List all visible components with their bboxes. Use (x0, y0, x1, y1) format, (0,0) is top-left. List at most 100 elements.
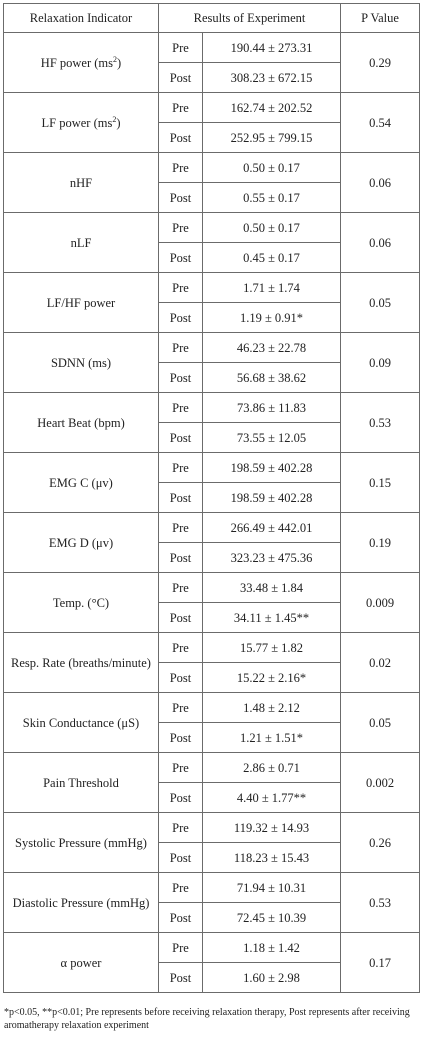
post-label: Post (158, 782, 203, 813)
pre-value: 15.77 ± 1.82 (201, 632, 342, 663)
p-value-cell: 0.15 (340, 452, 421, 513)
pre-label: Pre (158, 392, 203, 423)
p-value-cell: 0.17 (340, 932, 421, 993)
pre-value: 2.86 ± 0.71 (201, 752, 342, 783)
pre-label: Pre (158, 512, 203, 543)
p-value-cell: 0.06 (340, 212, 421, 273)
table-row-pre: EMG D (μv) Pre 266.49 ± 442.01 0.19 (3, 512, 421, 573)
pre-value: 1.71 ± 1.74 (201, 272, 342, 303)
p-value-cell: 0.19 (340, 512, 421, 573)
table-row-pre: nLF Pre 0.50 ± 0.17 0.06 (3, 212, 421, 273)
post-label: Post (158, 302, 203, 333)
indicator-cell: Diastolic Pressure (mmHg) (3, 872, 159, 933)
pre-label: Pre (158, 812, 203, 843)
table-row-post: Post 73.55 ± 12.05 (4, 422, 420, 453)
p-value-cell: 0.05 (340, 692, 421, 753)
pre-value: 162.74 ± 202.52 (201, 92, 342, 123)
table-row-pre: Heart Beat (bpm) Pre 73.86 ± 11.83 0.53 (3, 392, 421, 453)
table-header-row: Relaxation Indicator Results of Experime… (3, 3, 421, 33)
p-value-cell: 0.26 (340, 812, 421, 873)
indicator-cell: LF/HF power (3, 272, 159, 333)
table-footnote: *p<0.05, **p<0.01; Pre represents before… (4, 1007, 410, 1031)
pre-label: Pre (158, 452, 203, 483)
indicator-cell: Heart Beat (bpm) (3, 392, 159, 453)
indicator-cell: nLF (3, 212, 159, 273)
table-row-pre: Pain Threshold Pre 2.86 ± 0.71 0.002 (3, 752, 421, 813)
table-row-post: Post 34.11 ± 1.45** (4, 602, 420, 633)
pre-label: Pre (158, 212, 203, 243)
indicator-cell: Temp. (°C) (3, 572, 159, 633)
table-row-pre: Skin Conductance (μS) Pre 1.48 ± 2.12 0.05 (3, 692, 421, 753)
post-value: 1.21 ± 1.51* (201, 722, 342, 753)
indicator-cell: α power (3, 932, 159, 993)
post-value: 198.59 ± 402.28 (201, 482, 342, 513)
pre-label: Pre (158, 92, 203, 123)
table-row-pre: Temp. (°C) Pre 33.48 ± 1.84 0.009 (3, 572, 421, 633)
post-label: Post (158, 62, 203, 93)
table-row-post: Post 1.60 ± 2.98 (4, 962, 420, 993)
table-row-post: Post 0.55 ± 0.17 (4, 182, 420, 213)
table-body: HF power (ms2) Pre 190.44 ± 273.31 0.29 Post… (3, 32, 421, 993)
pre-value: 71.94 ± 10.31 (201, 872, 342, 903)
indicator-cell: HF power (ms2) (3, 32, 159, 93)
p-value-cell: 0.05 (340, 272, 421, 333)
table-row-post: Post 308.23 ± 672.15 (4, 62, 420, 93)
post-label: Post (158, 422, 203, 453)
pre-value: 33.48 ± 1.84 (201, 572, 342, 603)
table-row-pre: Systolic Pressure (mmHg) Pre 119.32 ± 14.9… (3, 812, 421, 873)
p-value-cell: 0.53 (340, 392, 421, 453)
post-value: 15.22 ± 2.16* (201, 662, 342, 693)
post-label: Post (158, 902, 203, 933)
indicator-cell: Systolic Pressure (mmHg) (3, 812, 159, 873)
superscript-two: 2 (112, 114, 117, 124)
results-table: Relaxation Indicator Results of Experime… (3, 3, 421, 993)
post-value: 72.45 ± 10.39 (201, 902, 342, 933)
header-relaxation-indicator: Relaxation Indicator (3, 3, 159, 33)
post-label: Post (158, 962, 203, 993)
pre-value: 73.86 ± 11.83 (201, 392, 342, 423)
post-label: Post (158, 242, 203, 273)
post-label: Post (158, 602, 203, 633)
post-label: Post (158, 482, 203, 513)
pre-value: 1.48 ± 2.12 (201, 692, 342, 723)
pre-label: Pre (158, 632, 203, 663)
post-label: Post (158, 542, 203, 573)
pre-value: 46.23 ± 22.78 (201, 332, 342, 363)
p-value-cell: 0.002 (340, 752, 421, 813)
indicator-cell: LF power (ms2) (3, 92, 159, 153)
table-row-pre: Diastolic Pressure (mmHg) Pre 71.94 ± 10.3… (3, 872, 421, 933)
p-value-cell: 0.29 (340, 32, 421, 93)
table-row-post: Post 4.40 ± 1.77** (4, 782, 420, 813)
p-value-cell: 0.53 (340, 872, 421, 933)
header-results-of-experiment: Results of Experiment (157, 3, 342, 33)
post-label: Post (158, 122, 203, 153)
post-value: 308.23 ± 672.15 (201, 62, 342, 93)
post-label: Post (158, 722, 203, 753)
post-label: Post (158, 842, 203, 873)
pre-label: Pre (158, 332, 203, 363)
table-row-pre: nHF Pre 0.50 ± 0.17 0.06 (3, 152, 421, 213)
post-value: 118.23 ± 15.43 (201, 842, 342, 873)
post-value: 0.55 ± 0.17 (201, 182, 342, 213)
p-value-cell: 0.009 (340, 572, 421, 633)
indicator-cell: Skin Conductance (μS) (3, 692, 159, 753)
indicator-cell: Resp. Rate (breaths/minute) (3, 632, 159, 693)
table-row-post: Post 118.23 ± 15.43 (4, 842, 420, 873)
post-label: Post (158, 182, 203, 213)
pre-label: Pre (158, 692, 203, 723)
post-value: 4.40 ± 1.77** (201, 782, 342, 813)
pre-label: Pre (158, 932, 203, 963)
post-value: 1.19 ± 0.91* (201, 302, 342, 333)
pre-value: 266.49 ± 442.01 (201, 512, 342, 543)
pre-value: 0.50 ± 0.17 (201, 212, 342, 243)
post-label: Post (158, 662, 203, 693)
indicator-cell: EMG C (μv) (3, 452, 159, 513)
post-value: 56.68 ± 38.62 (201, 362, 342, 393)
pre-value: 198.59 ± 402.28 (201, 452, 342, 483)
post-label: Post (158, 362, 203, 393)
post-value: 34.11 ± 1.45** (201, 602, 342, 633)
pre-label: Pre (158, 752, 203, 783)
table-row-post: Post 0.45 ± 0.17 (4, 242, 420, 273)
table-row-post: Post 198.59 ± 402.28 (4, 482, 420, 513)
